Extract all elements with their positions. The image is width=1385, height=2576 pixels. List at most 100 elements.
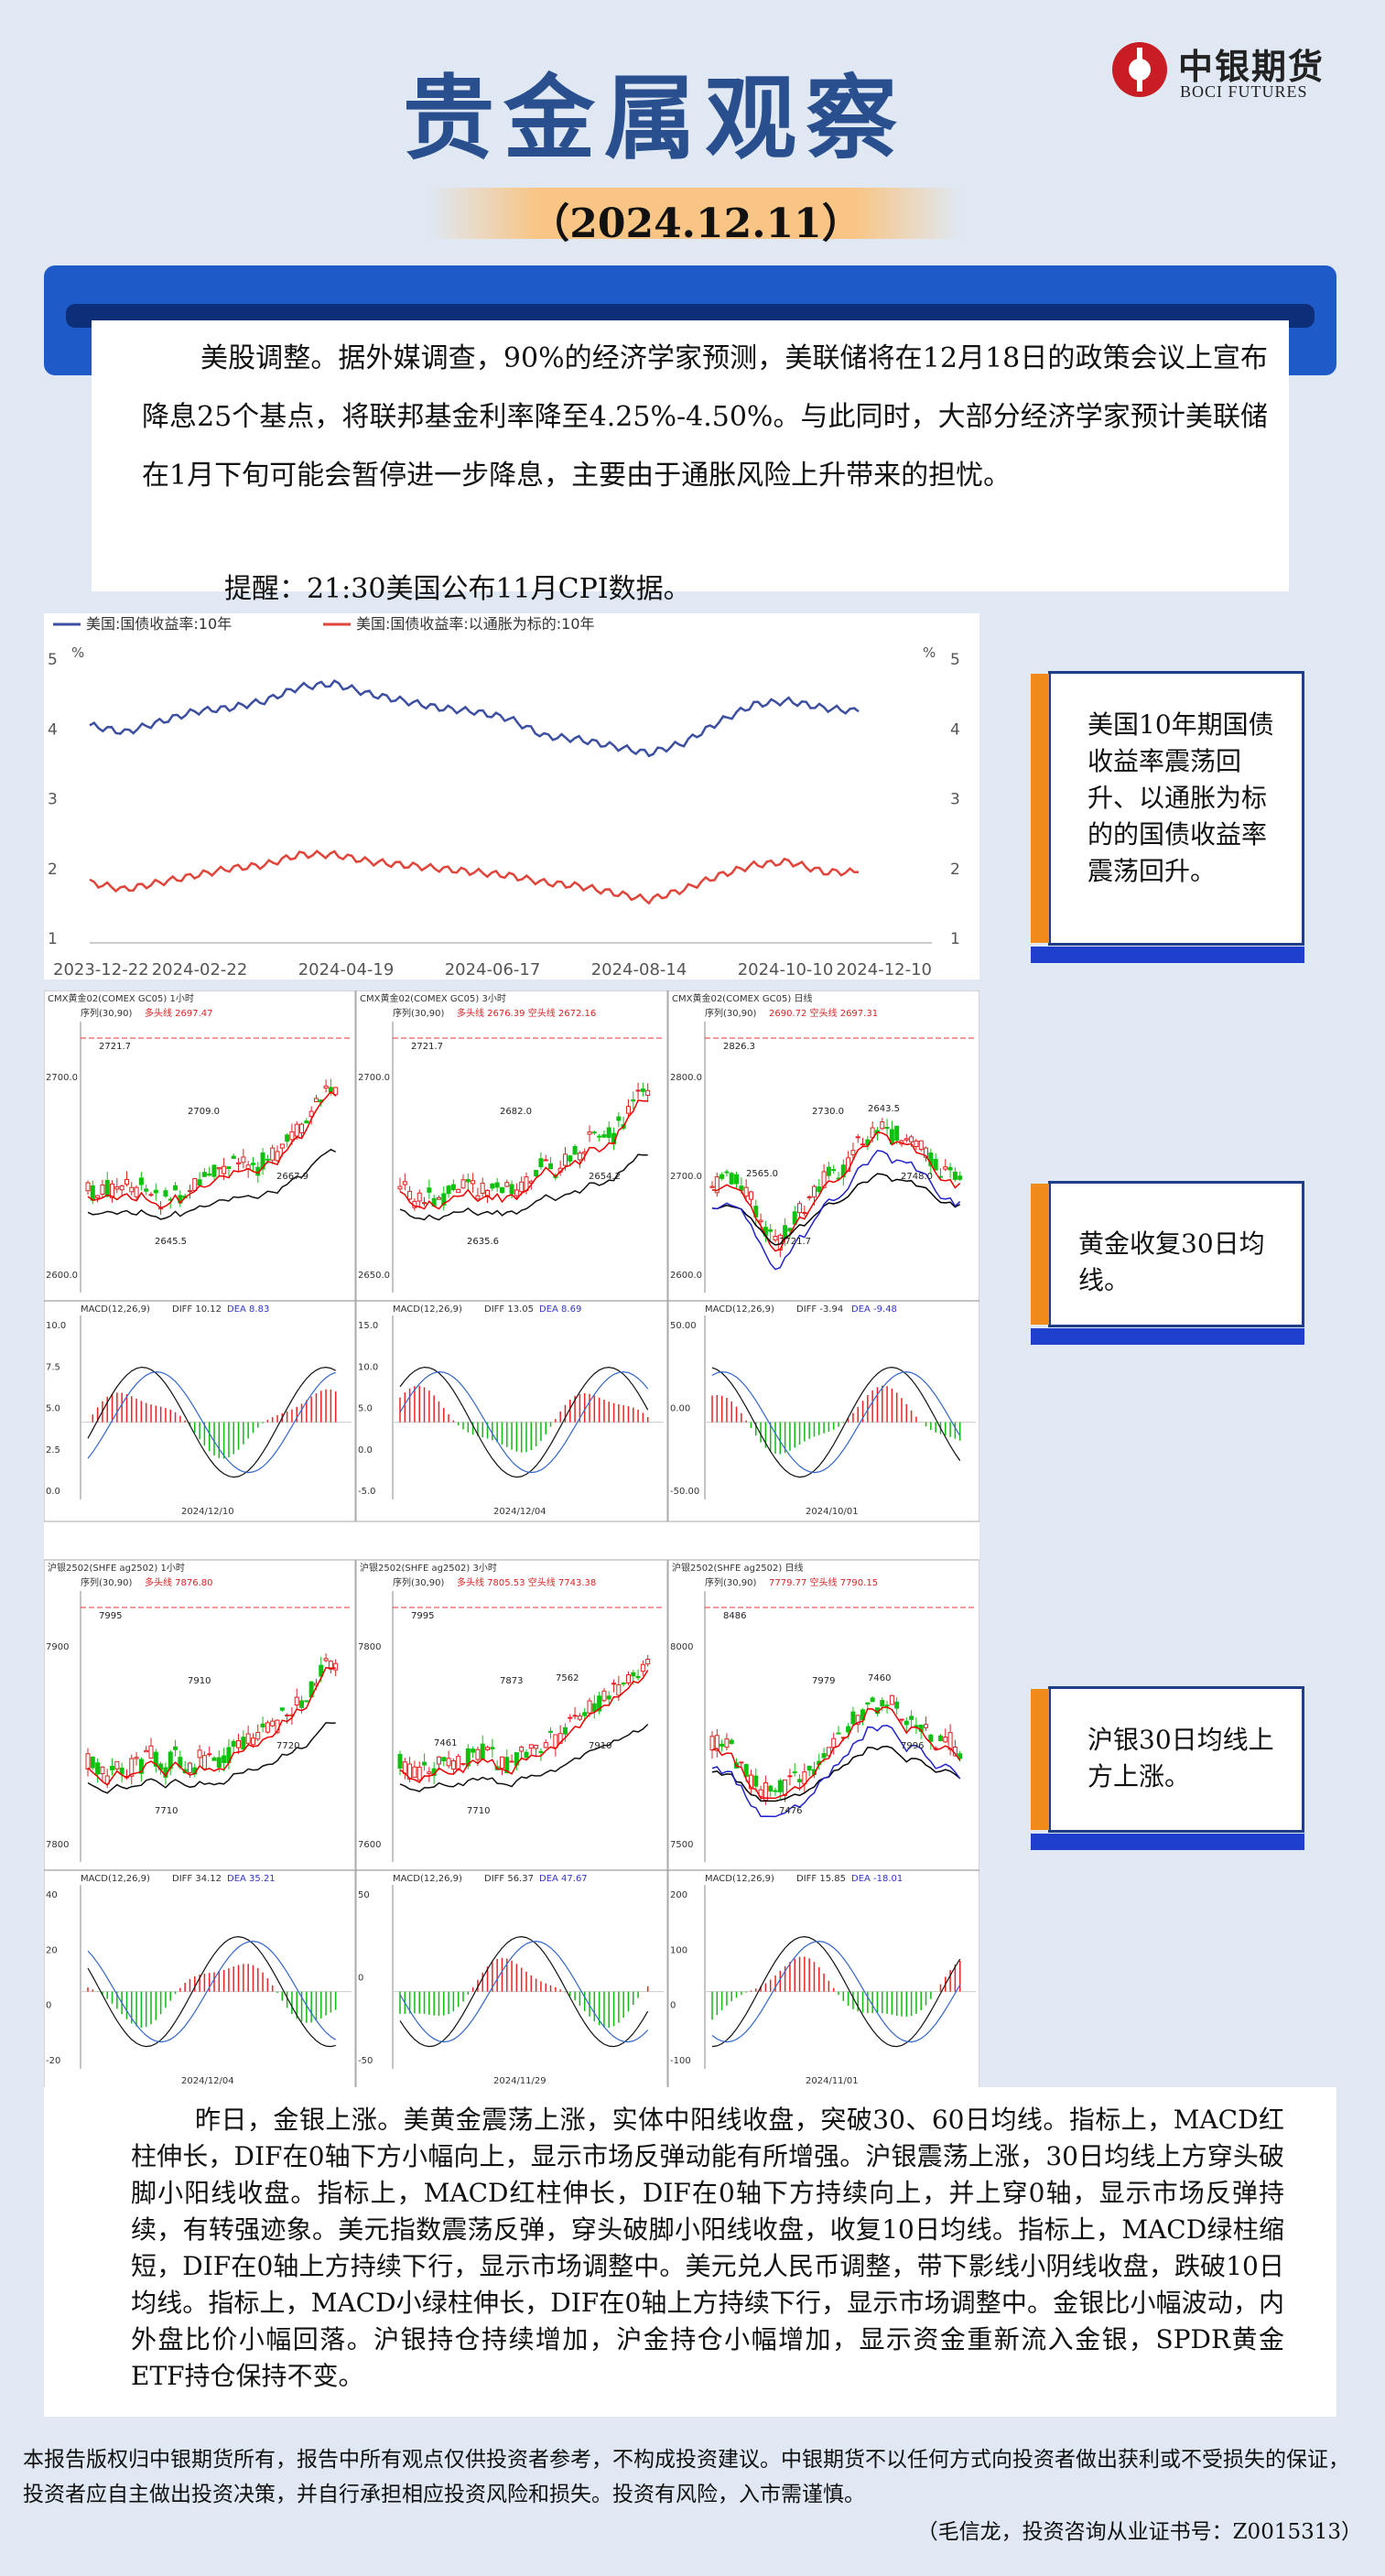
candle-body (222, 1165, 227, 1174)
candle-body (903, 1720, 909, 1726)
analysis-box: 昨日，金银上涨。美黄金震荡上涨，实体中阳线收盘，突破30、60日均线。指标上，M… (44, 2087, 1336, 2417)
price-annotation: 7979 (812, 1676, 835, 1686)
candle-body (241, 1737, 246, 1750)
candle-body (475, 1748, 481, 1760)
candle-body (260, 1152, 265, 1170)
candle-body (748, 1774, 753, 1790)
candle-body (231, 1740, 236, 1748)
candle-body (460, 1762, 466, 1765)
macd-tick: 0.0 (46, 1487, 60, 1497)
candle-body (294, 1696, 299, 1706)
candle-body (884, 1705, 890, 1707)
candle-body (255, 1731, 261, 1740)
candle-body (601, 1134, 607, 1138)
analysis-text: 昨日，金银上涨。美黄金震荡上涨，实体中阳线收盘，突破30、60日均线。指标上，M… (131, 2105, 1284, 2391)
orange-arrow-icon (1031, 1689, 1049, 1830)
date-highlight (430, 188, 961, 239)
macd-label: MACD(12,26,9) (81, 1304, 150, 1315)
candle-body (606, 1127, 611, 1138)
macd-label: MACD(12,26,9) (81, 1874, 150, 1884)
candle-body (226, 1166, 232, 1169)
candle-body (836, 1732, 841, 1735)
candle-body (714, 1735, 720, 1751)
candle-body (216, 1167, 222, 1170)
candle-body (880, 1121, 885, 1130)
candle-body (635, 1089, 641, 1092)
macd-tick: 15.0 (358, 1321, 378, 1331)
candle-body (124, 1178, 129, 1185)
candle-body (519, 1747, 525, 1752)
y-tick-right: 3 (950, 791, 960, 809)
price-annotation: 2721.7 (99, 1042, 131, 1052)
candle-body (436, 1756, 441, 1765)
candle-body (100, 1184, 105, 1196)
candle-body (720, 1174, 725, 1179)
macd-diff: DIFF 56.37 (484, 1874, 534, 1884)
candle-body (826, 1747, 831, 1757)
price-annotation: 2654.2 (589, 1172, 621, 1182)
candle-body (625, 1106, 631, 1114)
candle-body (129, 1758, 135, 1777)
candle-body (308, 1110, 314, 1118)
candle-body (811, 1185, 817, 1198)
macd-diff: DIFF 34.12 (172, 1874, 222, 1884)
kline-grid: CMX黄金02(COMEX GC05) 1小时 序列(30,90) 多头线 2697… (43, 990, 980, 2094)
candle-body (285, 1714, 290, 1716)
candle-body (958, 1175, 963, 1180)
candle-body (144, 1188, 149, 1192)
candle-body (616, 1116, 622, 1121)
candle-body (933, 1158, 938, 1171)
price-annotation: 7710 (155, 1806, 178, 1816)
macd-tick: 50.00 (670, 1321, 697, 1331)
candle-body (504, 1182, 510, 1187)
author-credit: （毛信龙，投资咨询从业证书号：Z0015313） (916, 2520, 1362, 2544)
price-annotation: 7562 (556, 1673, 579, 1683)
ma-value: 多头线 2676.39 空头线 2672.16 (457, 1007, 596, 1019)
macd-dea-line (711, 1370, 961, 1474)
candle-body (465, 1748, 471, 1767)
price-annotation: 2748.0 (901, 1172, 933, 1182)
macd-tick: 2.5 (46, 1445, 60, 1456)
candle-body (187, 1190, 192, 1193)
price-tick: 2600.0 (46, 1271, 78, 1281)
price-annotation: 7873 (500, 1676, 523, 1686)
y-tick-right: 5 (950, 651, 960, 669)
macd-diff-line (87, 1935, 336, 2048)
candle-body (465, 1178, 471, 1183)
macd-tick: 10.0 (358, 1362, 378, 1372)
candle-body (427, 1187, 432, 1193)
candle-body (582, 1712, 588, 1716)
bond-yield-chart-panel: 美国:国债收益率:10年 美国:国债收益率:以通胀为标的:10年%% 5 5 4 4 3 3 2… (44, 613, 979, 980)
price-annotation: 7996 (901, 1741, 924, 1751)
bond-note-text: 美国10年期国债收益率震荡回升、以通胀为标的的国债收益率震荡回升。 (1087, 709, 1274, 886)
candle-body (490, 1183, 495, 1189)
ma-line-red (87, 1090, 337, 1209)
date-label: 2024/12/04 (181, 2076, 234, 2086)
ma-line-blue (711, 1725, 961, 1818)
macd-tick: 5.0 (358, 1404, 373, 1414)
x-tick: 2024-02-22 (152, 960, 248, 980)
ma-label: 序列(30,90) (393, 1576, 445, 1588)
price-tick: 2600.0 (670, 1271, 702, 1281)
candle-body (294, 1123, 299, 1137)
candle-body (806, 1196, 812, 1198)
macd-tick: 5.0 (46, 1404, 60, 1414)
candle-body (456, 1188, 461, 1194)
candle-body (553, 1734, 558, 1748)
ma-line-black (399, 1153, 648, 1221)
candle-body (446, 1758, 451, 1767)
candle-body (299, 1123, 305, 1134)
orange-arrow-icon (1031, 1184, 1049, 1325)
macd-tick: -50 (358, 2056, 373, 2066)
price-tick: 7800 (46, 1840, 69, 1850)
candle-body (591, 1703, 597, 1712)
candle-body (402, 1181, 407, 1185)
series-line-inflation-indexed (89, 850, 860, 905)
candle-body (577, 1153, 582, 1161)
candle-body (753, 1775, 759, 1787)
price-annotation: 7461 (434, 1738, 457, 1748)
candle-body (538, 1750, 544, 1753)
candle-body (153, 1751, 158, 1767)
candle-body (928, 1734, 934, 1742)
